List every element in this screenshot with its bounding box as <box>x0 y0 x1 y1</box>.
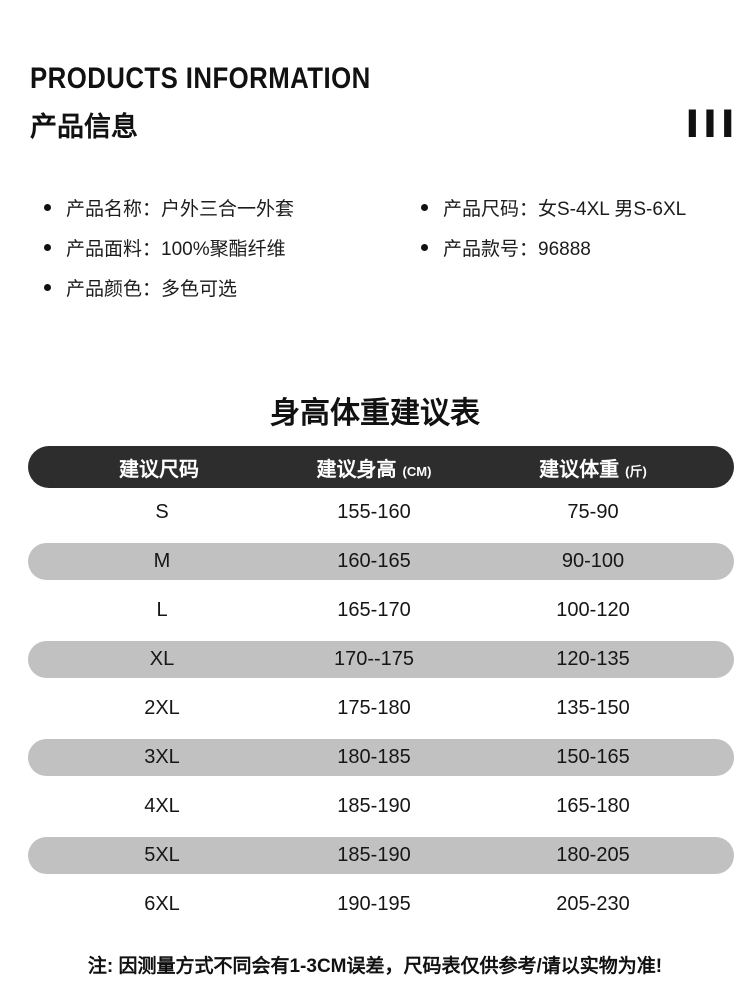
size-cell: M <box>153 550 171 572</box>
height-cell: 170--175 <box>333 648 415 670</box>
height-cell: 175-180 <box>337 697 411 719</box>
weight-cell: 120-135 <box>556 648 630 670</box>
column-header-weight-unit: (斤) <box>625 463 647 479</box>
column-header-size: 建议尺码 <box>28 453 296 482</box>
list-item: 产品尺码：女S-4XL 男S-6XL <box>421 187 686 227</box>
page-title-zh: 产品信息 <box>30 111 138 142</box>
size-cell: 2XL <box>144 697 180 719</box>
weight-cell: 150-165 <box>556 746 630 768</box>
bullet-dot-icon <box>44 283 51 291</box>
size-chart-note: 注: 因测量方式不同会有1-3CM误差，尺码表仅供参考/请以实物为准! <box>87 956 663 977</box>
size-chart-title: 身高体重建议表 <box>270 397 480 430</box>
bullet-dot-icon <box>44 243 51 251</box>
weight-cell: 165-180 <box>556 795 630 817</box>
detail-text-size: 产品尺码：女S-4XL 男S-6XL <box>443 198 687 220</box>
bullet-dot-icon <box>421 203 428 211</box>
table-row: 2XL 175-180 135-150 <box>28 684 734 733</box>
size-chart-table: 建议尺码 建议身高 (CM) 建议体重 (斤) S 155-160 75-90 M … <box>28 446 734 929</box>
product-details-right: 产品尺码：女S-4XL 男S-6XL 产品款号：96888 <box>421 187 686 267</box>
height-cell: 190-195 <box>337 893 411 915</box>
table-row: 6XL 190-195 205-230 <box>28 880 734 929</box>
size-cell: L <box>156 599 168 621</box>
list-item: 产品款号：96888 <box>421 227 686 267</box>
column-header-height: 建议身高 (CM) <box>296 453 452 482</box>
table-row: 5XL 185-190 180-205 <box>28 831 734 880</box>
height-cell: 160-165 <box>337 550 411 572</box>
table-row: M 160-165 90-100 <box>28 537 734 586</box>
table-row: XL 170--175 120-135 <box>28 635 734 684</box>
height-cell: 185-190 <box>337 795 411 817</box>
column-header-size-label: 建议尺码 <box>119 458 199 481</box>
height-cell: 155-160 <box>337 501 411 523</box>
page-title-en: PRODUCTS INFORMATION <box>30 62 371 95</box>
detail-text-fabric: 产品面料：100%聚酯纤维 <box>66 238 286 260</box>
bullet-dot-icon <box>44 203 51 211</box>
product-details-left: 产品名称：户外三合一外套 产品面料：100%聚酯纤维 产品颜色：多色可选 <box>44 187 294 307</box>
column-header-weight-label: 建议体重 <box>539 458 620 481</box>
bullet-dot-icon <box>421 243 428 251</box>
column-header-weight: 建议体重 (斤) <box>452 453 734 482</box>
size-cell: 3XL <box>144 746 180 768</box>
weight-cell: 90-100 <box>561 550 625 572</box>
size-cell: 4XL <box>144 795 180 817</box>
table-body: S 155-160 75-90 M 160-165 90-100 L 165-1… <box>28 488 734 929</box>
column-header-height-label: 建议身高 <box>316 458 397 481</box>
weight-cell: 100-120 <box>556 599 630 621</box>
weight-cell: 180-205 <box>556 844 630 866</box>
size-cell: XL <box>149 648 175 670</box>
detail-text-name: 产品名称：户外三合一外套 <box>66 198 295 220</box>
list-item: 产品名称：户外三合一外套 <box>44 187 294 227</box>
detail-text-color: 产品颜色：多色可选 <box>66 278 238 300</box>
height-cell: 165-170 <box>337 599 411 621</box>
table-row: S 155-160 75-90 <box>28 488 734 537</box>
size-cell: 5XL <box>144 844 180 866</box>
detail-text-style-no: 产品款号：96888 <box>443 238 591 260</box>
list-item: 产品面料：100%聚酯纤维 <box>44 227 294 267</box>
list-item: 产品颜色：多色可选 <box>44 267 294 307</box>
height-cell: 180-185 <box>337 746 411 768</box>
table-row: 3XL 180-185 150-165 <box>28 733 734 782</box>
size-cell: 6XL <box>144 893 180 915</box>
table-row: L 165-170 100-120 <box>28 586 734 635</box>
page-title-row: 产品信息 III <box>30 104 738 144</box>
table-header-row: 建议尺码 建议身高 (CM) 建议体重 (斤) <box>28 446 734 488</box>
corner-mark-iii: III <box>685 102 738 146</box>
weight-cell: 135-150 <box>556 697 630 719</box>
weight-cell: 205-230 <box>556 893 630 915</box>
table-row: 4XL 185-190 165-180 <box>28 782 734 831</box>
height-cell: 185-190 <box>337 844 411 866</box>
column-header-height-unit: (CM) <box>402 463 432 479</box>
size-cell: S <box>155 501 169 523</box>
weight-cell: 75-90 <box>567 501 619 523</box>
